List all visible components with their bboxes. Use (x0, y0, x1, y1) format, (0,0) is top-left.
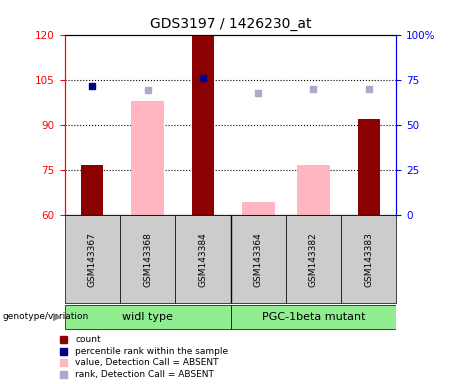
Bar (81, 166, 103, 215)
Bar (175, 215, 230, 303)
Text: PGC-1beta mutant: PGC-1beta mutant (262, 312, 365, 322)
Bar (242, 202, 275, 215)
Text: count: count (75, 335, 101, 344)
Bar (297, 166, 330, 215)
Bar (230, 305, 396, 329)
Bar (341, 215, 396, 303)
Text: GSM143368: GSM143368 (143, 232, 152, 286)
Text: GSM143364: GSM143364 (254, 232, 263, 286)
Text: GSM143367: GSM143367 (88, 232, 97, 286)
Bar (131, 101, 164, 215)
Text: GSM143384: GSM143384 (198, 232, 207, 286)
Text: genotype/variation: genotype/variation (2, 312, 89, 321)
Text: rank, Detection Call = ABSENT: rank, Detection Call = ABSENT (75, 370, 214, 379)
Text: GSM143383: GSM143383 (364, 232, 373, 286)
Text: ▶: ▶ (53, 312, 61, 322)
Bar (358, 119, 380, 215)
Bar (192, 36, 214, 215)
Text: GSM143382: GSM143382 (309, 232, 318, 286)
Text: percentile rank within the sample: percentile rank within the sample (75, 347, 228, 356)
Bar (65, 215, 120, 303)
Text: widl type: widl type (122, 312, 173, 322)
Text: value, Detection Call = ABSENT: value, Detection Call = ABSENT (75, 358, 219, 367)
Bar (65, 305, 230, 329)
Bar (230, 215, 286, 303)
Text: GDS3197 / 1426230_at: GDS3197 / 1426230_at (150, 17, 311, 31)
Bar (286, 215, 341, 303)
Bar (120, 215, 175, 303)
